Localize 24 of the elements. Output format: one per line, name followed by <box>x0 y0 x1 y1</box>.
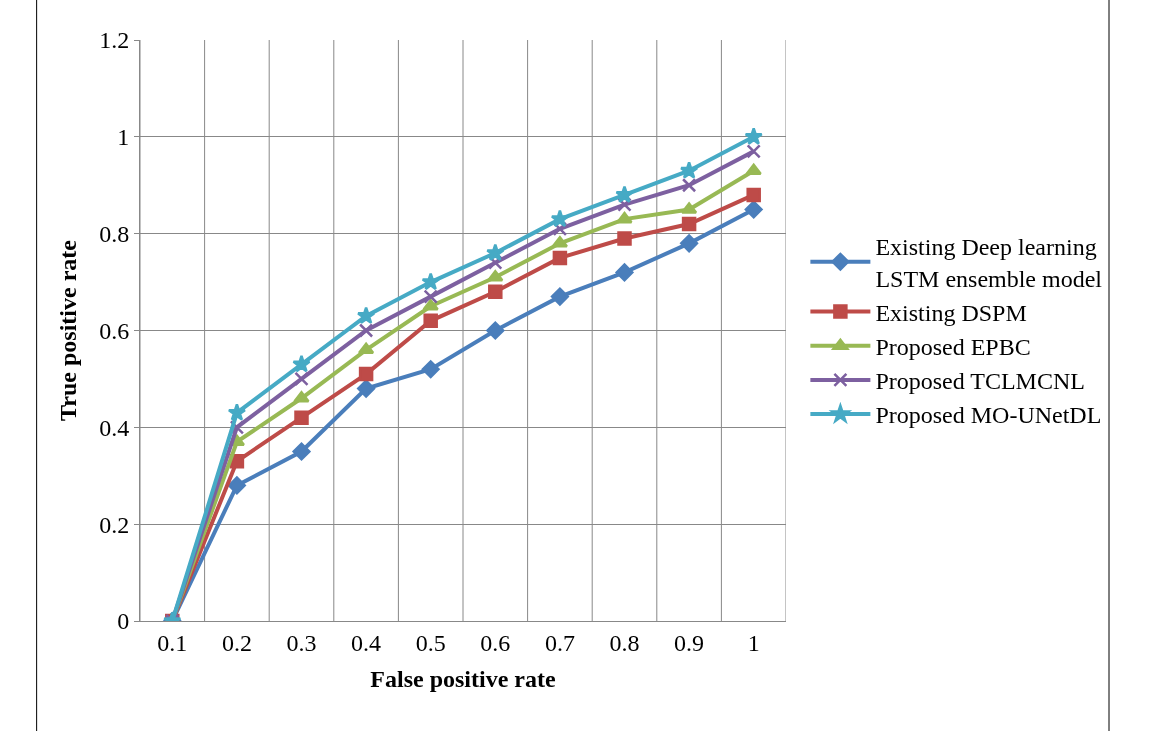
x-axis-title: False positive rate <box>370 666 556 693</box>
x-tick-label: 0.3 <box>286 629 317 656</box>
legend-label: Proposed EPBC <box>875 334 1031 361</box>
legend-label: Existing Deep learning LSTM ensemble model <box>875 234 1103 292</box>
x-tick-label: 0.7 <box>544 629 575 656</box>
legend-label: Proposed TCLMCNL <box>875 368 1085 395</box>
y-tick-label: 0 <box>117 608 130 635</box>
y-tick-label: 1 <box>117 124 130 151</box>
x-tick-label: 0.6 <box>480 629 511 656</box>
x-tick-label: 0.8 <box>609 629 640 656</box>
x-tick-label: 0.4 <box>351 629 382 656</box>
y-tick-label: 0.8 <box>99 221 130 248</box>
y-tick-label: 0.4 <box>99 414 130 441</box>
x-tick-label: 1 <box>747 629 760 656</box>
y-axis-title: True positive rate <box>55 239 82 421</box>
legend-label: Existing DSPM <box>875 299 1027 326</box>
y-tick-label: 1.2 <box>99 27 130 54</box>
legend-label: Proposed MO-UNetDL <box>875 402 1102 429</box>
x-tick-label: 0.5 <box>415 629 446 656</box>
x-tick-label: 0.1 <box>157 629 188 656</box>
y-tick-label: 0.2 <box>99 511 130 538</box>
x-tick-label: 0.2 <box>221 629 252 656</box>
y-tick-label: 0.6 <box>99 317 130 344</box>
x-tick-label: 0.9 <box>674 629 705 656</box>
